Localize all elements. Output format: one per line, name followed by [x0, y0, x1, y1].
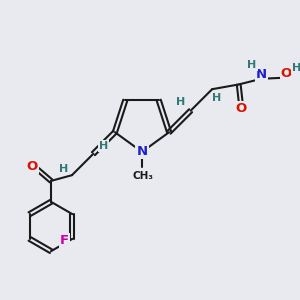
Text: H: H — [99, 141, 109, 151]
Text: O: O — [280, 67, 292, 80]
Text: H: H — [248, 61, 256, 70]
Text: H: H — [176, 97, 186, 107]
Text: H: H — [212, 93, 221, 103]
Text: F: F — [60, 234, 69, 247]
Text: CH₃: CH₃ — [133, 171, 154, 181]
Text: N: N — [136, 146, 148, 158]
Text: O: O — [26, 160, 38, 173]
Text: H: H — [59, 164, 68, 174]
Text: H: H — [292, 63, 300, 73]
Text: N: N — [256, 68, 267, 80]
Text: O: O — [235, 102, 246, 115]
